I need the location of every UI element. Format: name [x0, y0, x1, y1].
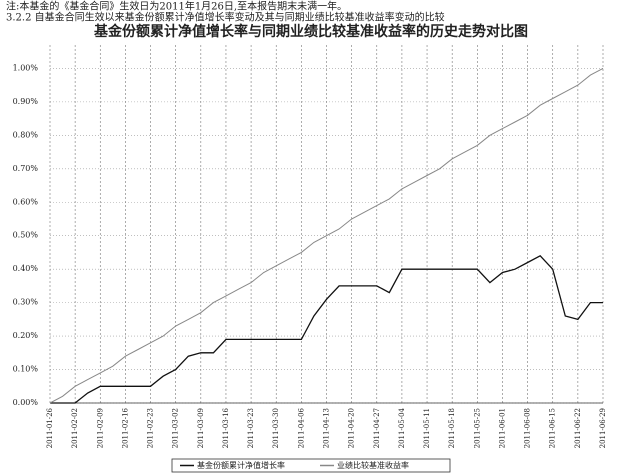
x-tick-label: 2011-03-23: [247, 408, 255, 448]
x-tick-label: 2011-04-13: [323, 408, 331, 448]
legend-label: 基金份额累计净值增长率: [197, 460, 285, 470]
y-tick-label: 0.20%: [13, 331, 39, 340]
x-tick-label: 2011-03-02: [172, 408, 180, 448]
x-tick-label: 2011-01-26: [46, 407, 54, 448]
x-tick-label: 2011-03-16: [222, 407, 230, 448]
x-tick-label: 2011-06-08: [524, 408, 532, 448]
x-tick-label: 2011-02-16: [121, 407, 129, 448]
x-tick-label: 2011-02-02: [71, 408, 79, 448]
legend-label: 业绩比较基准收益率: [337, 460, 409, 470]
x-tick-label: 2011-06-01: [498, 408, 506, 448]
y-tick-label: 0.30%: [13, 298, 39, 307]
x-tick-label: 2011-05-11: [423, 408, 431, 448]
y-tick-label: 0.40%: [13, 264, 39, 273]
x-tick-label: 2011-04-06: [297, 407, 305, 448]
x-tick-label: 2011-05-18: [448, 408, 456, 448]
y-tick-label: 0.70%: [13, 164, 39, 173]
x-tick-label: 2011-04-27: [373, 408, 381, 448]
x-tick-label: 2011-05-25: [473, 408, 481, 448]
x-tick-label: 2011-06-22: [574, 408, 582, 448]
note: 注:本基金的《基金合同》生效日为2011年1月26日,至本报告期末未满一年。: [6, 0, 347, 13]
x-tick-label: 2011-06-29: [599, 408, 607, 448]
legend-box: [171, 458, 451, 473]
y-tick-label: 0.10%: [13, 365, 39, 374]
y-tick-label: 0.80%: [13, 130, 39, 139]
y-tick-label: 0.50%: [13, 231, 39, 240]
x-tick-label: 2011-02-09: [96, 408, 104, 448]
x-tick-label: 2011-06-15: [549, 408, 557, 448]
y-tick-label: 0.00%: [13, 398, 39, 407]
y-tick-label: 0.60%: [13, 197, 39, 206]
x-tick-label: 2011-03-09: [197, 408, 205, 448]
y-tick-label: 1.00%: [13, 63, 39, 72]
chart-title: 基金份额累计净值增长率与同期业绩比较基准收益率的历史走势对比图: [94, 23, 528, 40]
note: 3.2.2 自基金合同生效以来基金份额累计净值增长率变动及其与同期业绩比较基准收…: [6, 11, 445, 24]
x-tick-label: 2011-02-23: [147, 408, 155, 448]
series-line: [50, 254, 603, 404]
x-tick-label: 2011-03-30: [272, 408, 280, 448]
x-tick-label: 2011-04-20: [348, 408, 356, 448]
series-line: [49, 67, 604, 404]
y-tick-label: 0.90%: [13, 97, 39, 106]
x-tick-label: 2011-05-04: [398, 407, 406, 448]
